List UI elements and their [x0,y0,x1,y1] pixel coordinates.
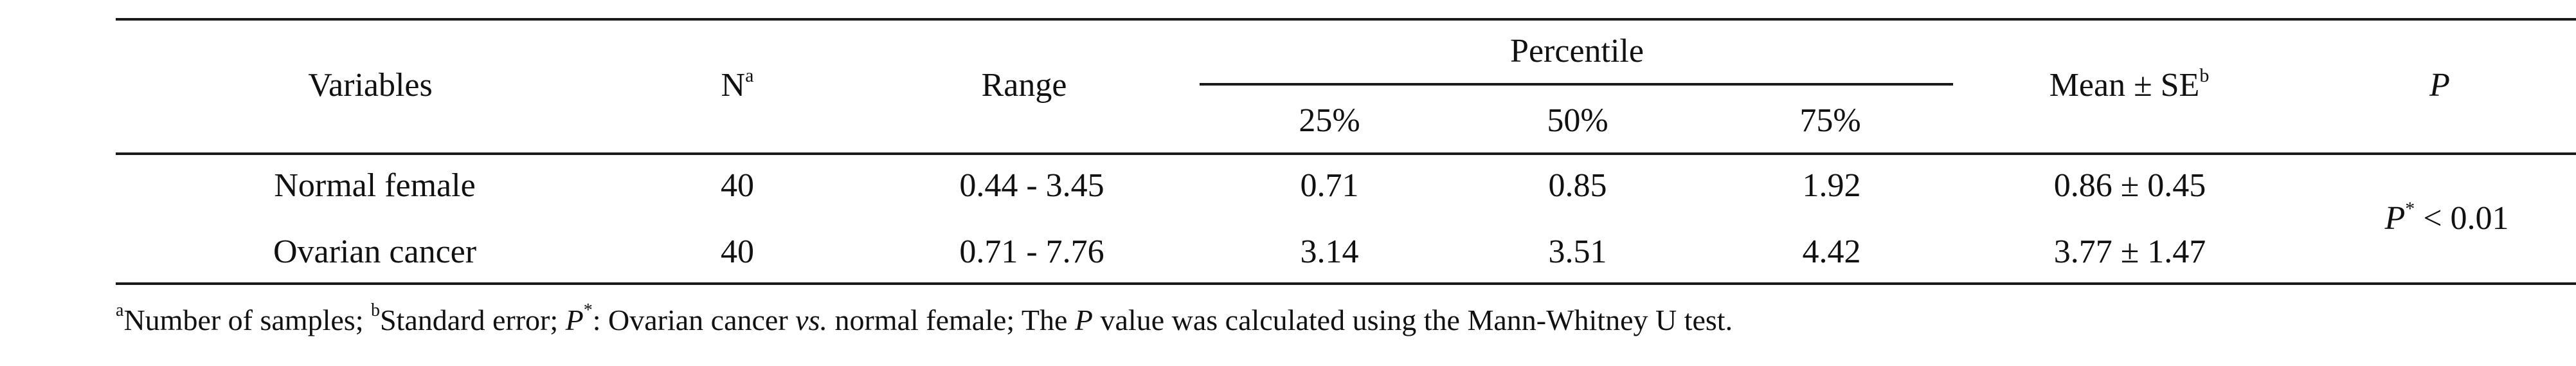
table-footnote: aNumber of samples; bStandard error; P*:… [116,301,1733,340]
header-mean-se-superscript: b [2199,65,2210,86]
row-2-p50: 3.51 [1548,233,1607,270]
row-2-p75: 4.42 [1802,233,1861,270]
p-value-superscript: * [2405,198,2415,219]
footnote-p-symbol-2: P [1074,304,1093,336]
header-mean-se-text: Mean ± SE [2049,67,2200,104]
header-percentile-75: 75% [1799,102,1861,139]
p-value-cell: P* < 0.01 [2384,199,2508,238]
row-2-range: 0.71 - 7.76 [959,233,1104,270]
header-n: Na [721,66,754,105]
row-2-p25: 3.14 [1300,233,1359,270]
percentile-group-rule [1200,83,1953,86]
row-1-mean-se: 0.86 ± 0.45 [2053,167,2206,204]
row-2-variable: Ovarian cancer [273,233,477,270]
footnote-sup-a: a [116,300,124,320]
footnote-text-b: Standard error; [379,304,566,336]
header-bottom-rule [116,152,2576,155]
footnote-text-c: : Ovarian cancer [592,304,796,336]
footnote-sup-b: b [370,300,380,320]
header-n-text: N [721,67,746,104]
row-2-mean-se: 3.77 ± 1.47 [2053,233,2206,270]
footnote-text-e: value was calculated using the Mann-Whit… [1093,304,1733,336]
header-n-superscript: a [745,65,754,86]
footnote-p-symbol: P [565,304,584,336]
header-percentile: Percentile [1510,33,1644,69]
header-percentile-50: 50% [1547,102,1608,139]
table-bottom-rule [116,282,2576,285]
header-p: P [2429,67,2450,104]
row-1-range: 0.44 - 3.45 [959,167,1104,204]
row-1-p75: 1.92 [1802,167,1861,204]
p-value-text: < 0.01 [2415,200,2509,237]
row-2-n: 40 [721,233,754,270]
row-1-p25: 0.71 [1300,167,1359,204]
footnote-p-superscript: * [583,300,593,320]
row-1-p50: 0.85 [1548,167,1607,204]
row-1-variable: Normal female [274,167,476,204]
header-range: Range [981,67,1067,104]
footnote-text-a: Number of samples; [123,304,371,336]
header-mean-se: Mean ± SEb [2049,66,2210,105]
table-top-rule [116,18,2576,21]
p-value-symbol: P [2384,200,2406,237]
header-percentile-25: 25% [1299,102,1360,139]
row-1-n: 40 [721,167,754,204]
header-variables: Variables [308,67,433,104]
footnote-vs: vs. [795,304,827,336]
footnote-text-d: normal female; The [827,304,1075,336]
